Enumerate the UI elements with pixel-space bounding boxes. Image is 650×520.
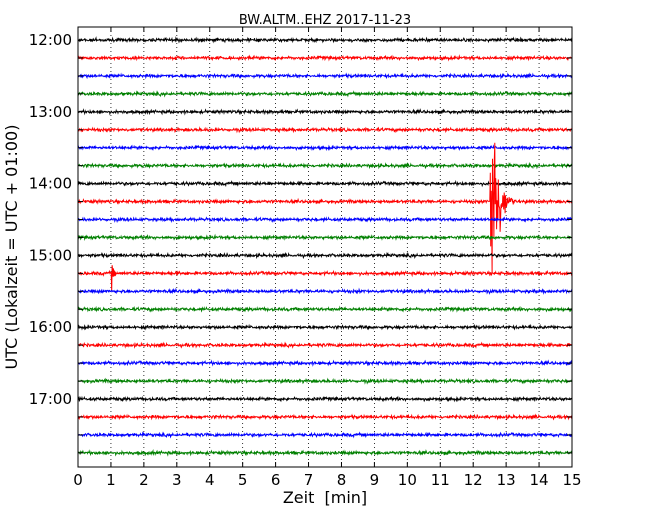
x-tick-label: 10	[398, 471, 417, 489]
x-tick-label: 13	[497, 471, 516, 489]
x-tick-label: 2	[139, 471, 149, 489]
x-tick-label: 14	[530, 471, 549, 489]
x-tick-label: 11	[431, 471, 450, 489]
y-tick-label: 15:00	[29, 246, 72, 264]
x-tick-label: 6	[271, 471, 281, 489]
chart-title: BW.ALTM..EHZ 2017-11-23	[239, 13, 411, 28]
y-tick-label: 16:00	[29, 318, 72, 336]
y-tick-label: 12:00	[29, 31, 72, 49]
x-tick-label: 12	[464, 471, 483, 489]
y-tick-label: 17:00	[29, 390, 72, 408]
x-axis-label: Zeit [min]	[283, 488, 367, 507]
y-tick-label: 14:00	[29, 175, 72, 193]
x-tick-label: 9	[370, 471, 380, 489]
x-tick-label: 15	[562, 471, 581, 489]
y-tick-label: 13:00	[29, 103, 72, 121]
x-tick-label: 0	[73, 471, 83, 489]
x-tick-label: 4	[205, 471, 215, 489]
x-tick-label: 8	[337, 471, 347, 489]
x-tick-label: 5	[238, 471, 248, 489]
x-tick-label: 7	[304, 471, 314, 489]
x-tick-label: 3	[172, 471, 182, 489]
x-tick-label: 1	[106, 471, 116, 489]
y-axis-label: UTC (Lokalzeit = UTC + 01:00)	[2, 125, 21, 370]
